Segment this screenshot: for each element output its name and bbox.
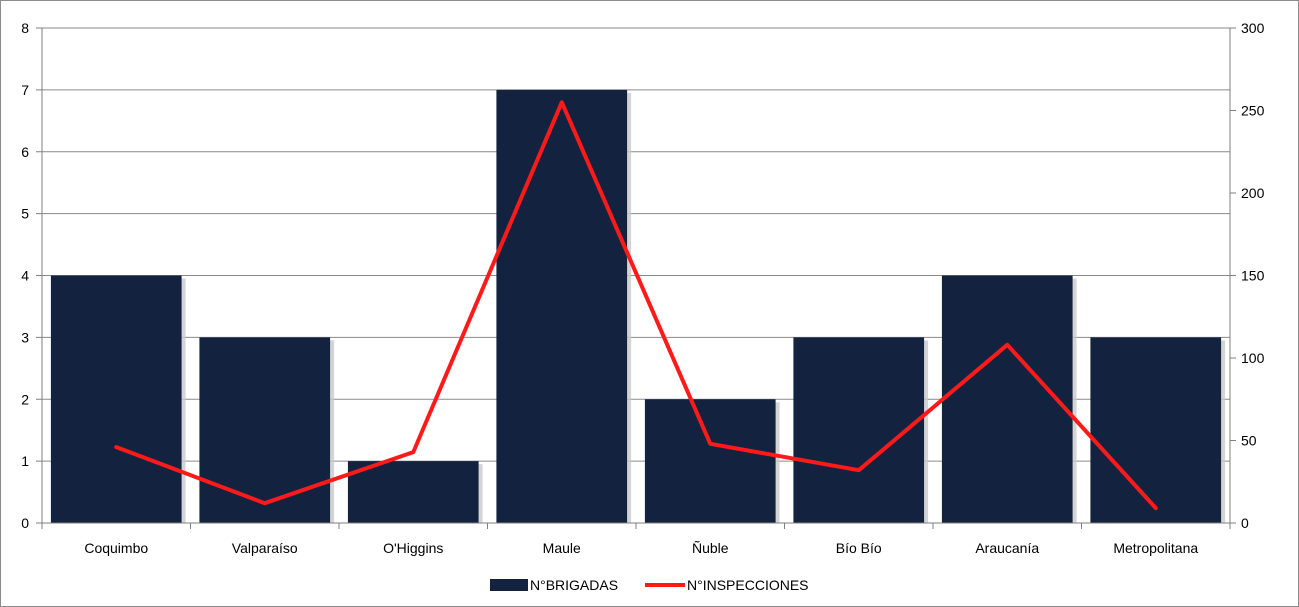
category-label: O'Higgins	[383, 540, 443, 556]
category-label: Metropolitana	[1113, 540, 1198, 556]
left-axis-ticks: 0 1 2 3 4 5 6 7 8	[21, 20, 42, 531]
category-axis-labels: Coquimbo Valparaíso O'Higgins Maule Ñuble Bío…	[84, 540, 1198, 556]
left-axis-tick-label: 2	[21, 391, 29, 407]
category-label: Coquimbo	[84, 540, 148, 556]
line-series-inspecciones	[114, 100, 1158, 511]
left-axis-tick-label: 4	[21, 268, 29, 284]
left-axis-tick-label: 7	[21, 82, 29, 98]
right-axis-tick-label: 50	[1241, 433, 1257, 449]
legend: N°BRIGADAS N°INSPECCIONES	[490, 577, 809, 593]
bar	[644, 399, 776, 523]
right-axis-ticks: 0 50 100 150 200 250 300	[1230, 20, 1265, 531]
legend-swatch-bar	[490, 579, 528, 591]
right-axis-tick-label: 200	[1241, 185, 1265, 201]
right-axis-tick-label: 0	[1241, 515, 1249, 531]
bar	[941, 275, 1073, 523]
right-axis-tick-label: 150	[1241, 268, 1265, 284]
left-axis-tick-label: 1	[21, 453, 29, 469]
right-axis-tick-label: 250	[1241, 103, 1265, 119]
left-axis-tick-label: 5	[21, 206, 29, 222]
category-label: Ñuble	[692, 540, 729, 556]
legend-label-brigadas: N°BRIGADAS	[530, 577, 618, 593]
left-axis-tick-label: 0	[21, 515, 29, 531]
bar	[1090, 337, 1222, 523]
bar	[496, 89, 628, 523]
bar	[50, 275, 182, 523]
bar	[347, 461, 479, 523]
bar-series-brigadas	[50, 89, 1226, 523]
right-axis-tick-label: 300	[1241, 20, 1265, 36]
left-axis-tick-label: 8	[21, 20, 29, 36]
category-label: Araucanía	[975, 540, 1039, 556]
legend-label-inspecciones: N°INSPECCIONES	[687, 577, 809, 593]
category-label: Maule	[543, 540, 581, 556]
category-label: Valparaíso	[232, 540, 298, 556]
bar	[793, 337, 925, 523]
series-line	[114, 100, 1158, 511]
right-axis-tick-label: 100	[1241, 350, 1265, 366]
left-axis-tick-label: 6	[21, 144, 29, 160]
left-axis-tick-label: 3	[21, 329, 29, 345]
category-label: Bío Bío	[836, 540, 882, 556]
bar	[199, 337, 331, 523]
